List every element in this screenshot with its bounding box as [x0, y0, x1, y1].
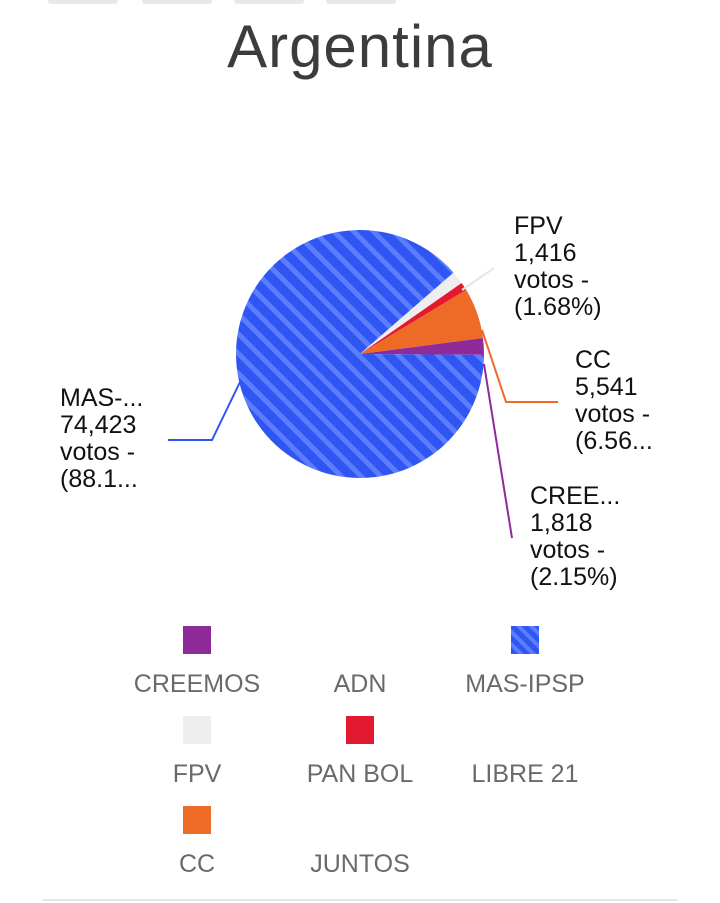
callout-fpv: FPV 1,416 votos - (1.68%): [514, 213, 602, 321]
legend-label: FPV: [172, 760, 222, 788]
top-tab[interactable]: [142, 0, 212, 4]
top-tabs: [0, 0, 720, 6]
top-tab[interactable]: [234, 0, 304, 4]
callout-line: (88.1...: [60, 465, 138, 493]
legend-item-libre-21[interactable]: LIBRE 21: [440, 716, 610, 789]
legend-item-mas-ipsp[interactable]: MAS-IPSP: [440, 626, 610, 699]
pie-slice-mas-ipsp[interactable]: [235, 229, 484, 478]
callout-line: (1.68%): [514, 293, 602, 321]
legend-label: LIBRE 21: [471, 760, 579, 788]
callout-line: 1,416: [514, 239, 577, 267]
top-tab[interactable]: [48, 0, 118, 4]
top-tab[interactable]: [326, 0, 396, 4]
callout-line: CC: [575, 346, 612, 374]
legend-item-adn[interactable]: ADN: [275, 626, 445, 699]
callout-line: 74,423: [60, 411, 137, 439]
pie-slice-cc[interactable]: [360, 289, 483, 354]
legend-label: MAS-IPSP: [465, 670, 585, 698]
callout-line: 1,818: [530, 509, 593, 537]
legend-swatch: [511, 626, 539, 654]
legend-swatch: [183, 716, 211, 744]
pie-chart: [168, 229, 558, 539]
callout-line: 5,541: [575, 373, 638, 401]
legend-swatch: [346, 716, 374, 744]
pie-slice-fpv[interactable]: [360, 272, 462, 354]
callout-line: (2.15%): [530, 563, 618, 591]
leader-line-mas-ipsp: [168, 381, 241, 441]
legend-swatch: [183, 626, 211, 654]
legend-label: PAN BOL: [306, 760, 414, 788]
callout-line: votos -: [514, 266, 590, 294]
legend-label: JUNTOS: [310, 850, 410, 878]
legend-label: ADN: [333, 670, 387, 698]
pie-slice-pan-bol[interactable]: [360, 282, 467, 354]
leader-line-fpv: [461, 267, 495, 291]
callout-line: votos -: [575, 400, 651, 428]
legend-item-pan-bol[interactable]: PAN BOL: [275, 716, 445, 789]
callout-cc: CC 5,541 votos - (6.56...: [575, 347, 653, 455]
legend-item-cc[interactable]: CC: [112, 806, 282, 879]
legend-swatch: [511, 716, 539, 744]
callout-line: votos -: [60, 438, 136, 466]
callout-line: votos -: [530, 536, 606, 564]
legend-label: CREEMOS: [133, 670, 261, 698]
legend-item-creemos[interactable]: CREEMOS: [112, 626, 282, 699]
legend-item-juntos[interactable]: JUNTOS: [275, 806, 445, 879]
legend-item-fpv[interactable]: FPV: [112, 716, 282, 789]
callout-line: CREE...: [530, 482, 621, 510]
leader-line-creemos: [483, 363, 513, 539]
legend-swatch: [183, 806, 211, 834]
callout-line: FPV: [514, 212, 563, 240]
chart-title: Argentina: [227, 13, 493, 80]
callout-mas-ipsp: MAS-... 74,423 votos - (88.1...: [60, 385, 143, 493]
legend-swatch: [346, 806, 374, 834]
pie-slice-creemos[interactable]: [360, 338, 484, 355]
callout-creemos: CREE... 1,818 votos - (2.15%): [530, 483, 620, 591]
legend-swatch: [346, 626, 374, 654]
callout-line: MAS-...: [60, 384, 144, 412]
legend-label: CC: [178, 850, 216, 878]
callout-line: (6.56...: [575, 427, 653, 455]
bottom-divider: [42, 899, 678, 901]
leader-line-cc: [481, 329, 558, 403]
